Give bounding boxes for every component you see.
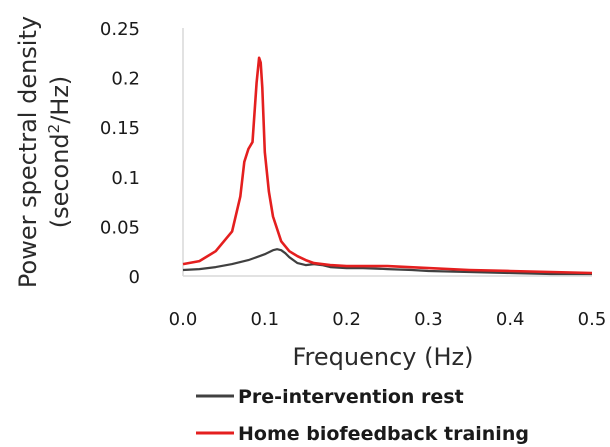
legend-label-home-biofeedback-training: Home biofeedback training xyxy=(238,423,529,445)
y-axis-title-line2-post: /Hz) xyxy=(46,76,74,124)
x-tick-label: 0.5 xyxy=(578,309,607,330)
legend-label-pre-intervention-rest: Pre-intervention rest xyxy=(238,386,464,408)
axes xyxy=(182,28,592,277)
x-axis-title: Frequency (Hz) xyxy=(293,343,474,371)
y-tick-label: 0 xyxy=(129,267,140,288)
x-tick-label: 0.4 xyxy=(496,309,525,330)
y-axis-title-line1: Power spectral density xyxy=(14,16,42,288)
x-tick-label: 0.1 xyxy=(250,309,279,330)
x-tick-label: 0.0 xyxy=(169,309,198,330)
y-axis-title-line2: (second2/Hz) xyxy=(45,76,74,229)
series-lines xyxy=(182,56,593,276)
y-tick-label: 0.1 xyxy=(111,168,140,189)
legend: Pre-intervention rest Home biofeedback t… xyxy=(196,386,529,445)
y-tick-label: 0.2 xyxy=(111,69,140,90)
y-tick-label: 0.25 xyxy=(100,19,140,40)
y-tick-label: 0.05 xyxy=(100,217,140,238)
x-tick-labels: 0.0 0.1 0.2 0.3 0.4 0.5 xyxy=(169,309,607,330)
y-tick-label: 0.15 xyxy=(100,118,140,139)
y-tick-labels: 0 0.05 0.1 0.15 0.2 0.25 xyxy=(100,19,140,288)
series-line-pre-intervention-rest xyxy=(182,248,592,276)
x-tick-label: 0.3 xyxy=(414,309,443,330)
legend-item-home-biofeedback-training: Home biofeedback training xyxy=(196,423,529,445)
legend-item-pre-intervention-rest: Pre-intervention rest xyxy=(196,386,464,408)
y-axis-title: Power spectral density (second2/Hz) xyxy=(14,16,74,288)
y-axis-title-line2-pre: (second xyxy=(46,133,74,228)
x-tick-label: 0.2 xyxy=(332,309,361,330)
series-line-home-biofeedback-training xyxy=(182,56,593,275)
y-axis-title-sup: 2 xyxy=(45,124,63,134)
